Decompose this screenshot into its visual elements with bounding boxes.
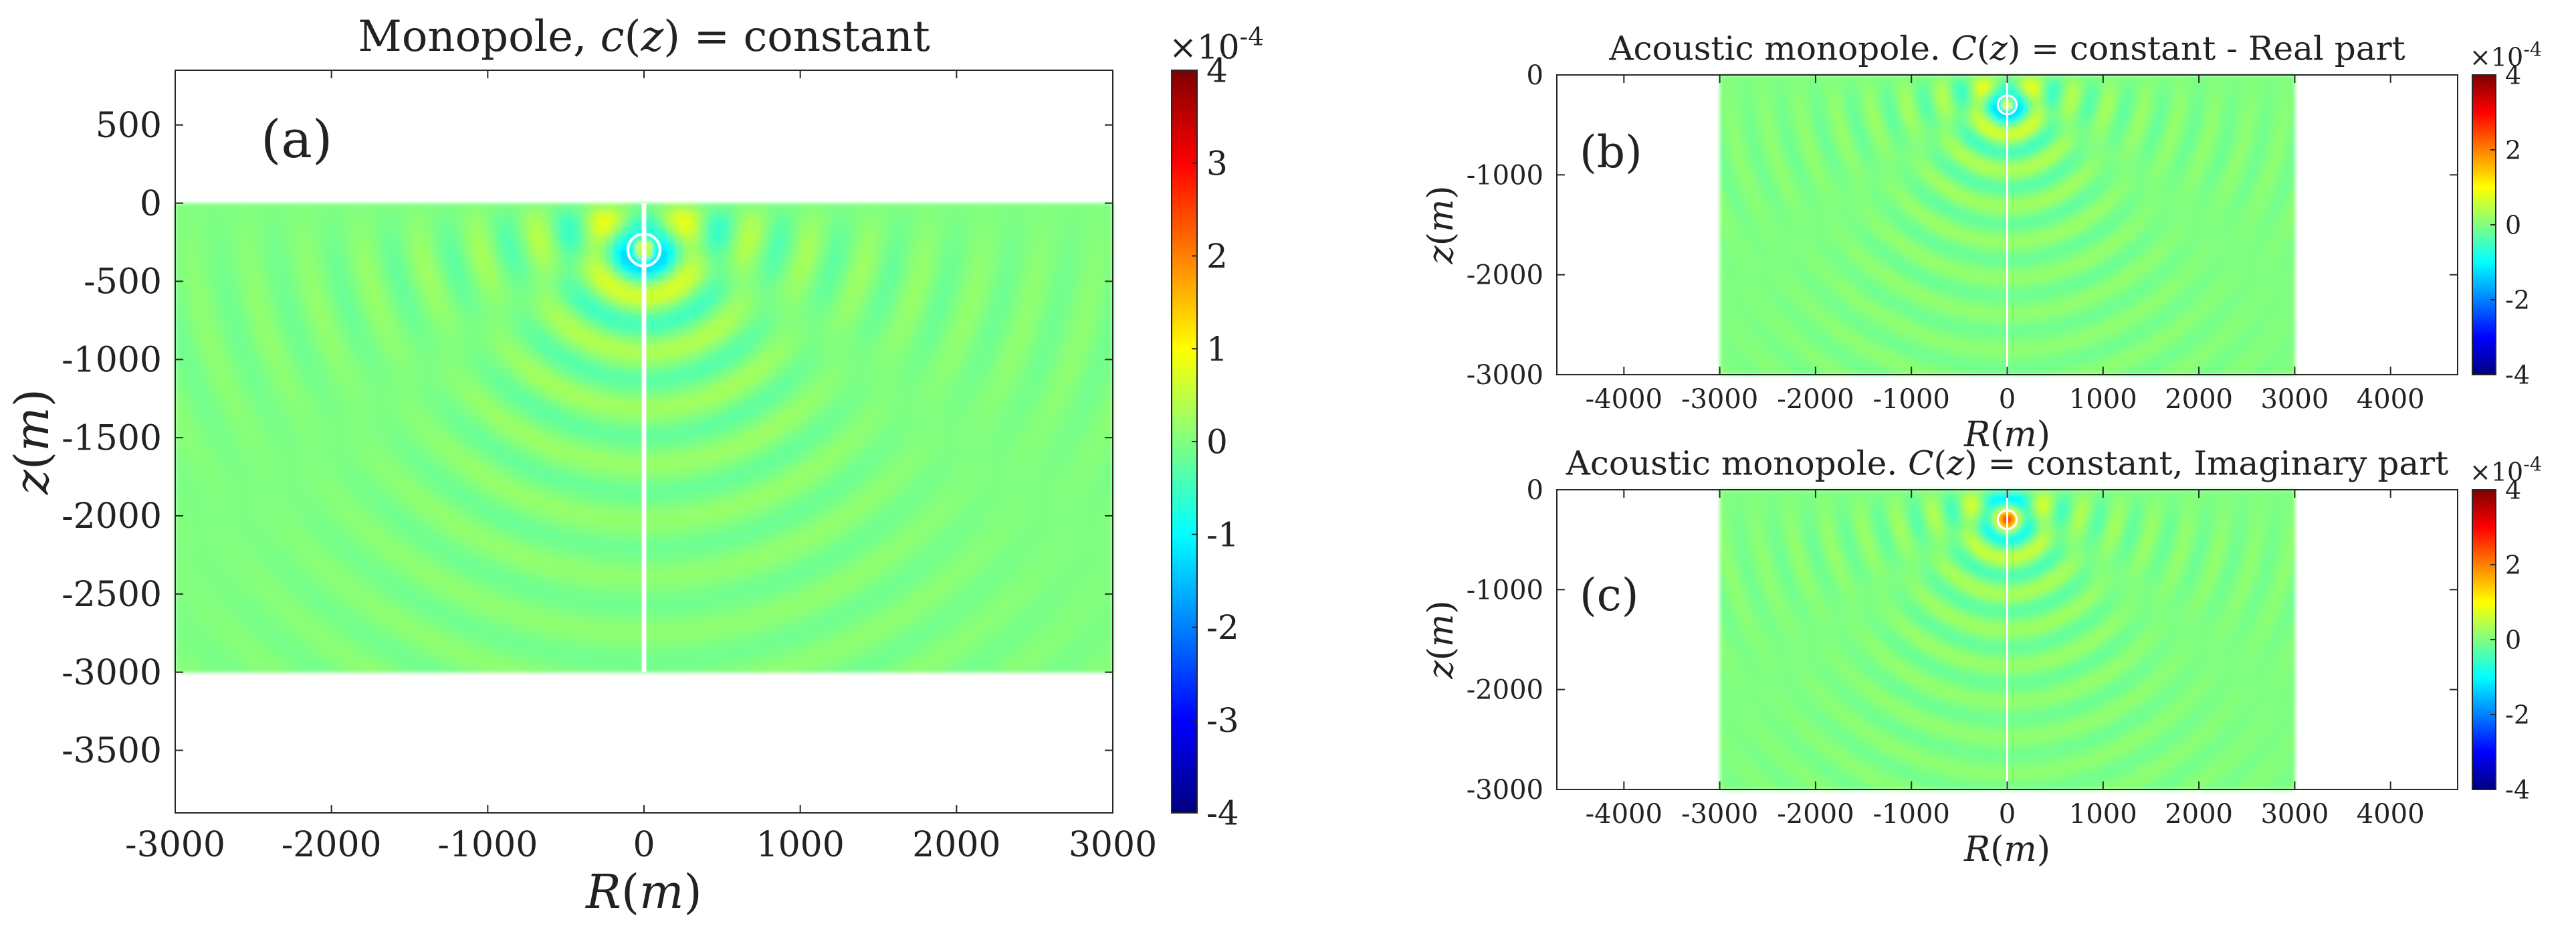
colorbar-tick-label: 2 xyxy=(2505,135,2521,165)
chart-title: Acoustic monopole. C(z) = constant, Imag… xyxy=(1566,444,2448,483)
x-tick-label: -3000 xyxy=(1681,799,1758,830)
y-tick-label: -3000 xyxy=(1467,775,1543,806)
y-tick-label: 0 xyxy=(1527,475,1543,506)
colorbar-tick-label: -4 xyxy=(2505,360,2530,389)
colorbar-tick-label: 2 xyxy=(2505,550,2521,579)
x-tick-label: 3000 xyxy=(1069,825,1157,865)
panel-b: -4000 -3000 -2000 -1000 0 1000 2000 3000 4000 0 -1… xyxy=(1421,29,2542,456)
y-tick-label: -1000 xyxy=(1467,160,1543,191)
panel-label: (c) xyxy=(1580,569,1638,621)
y-tick-label: -1500 xyxy=(62,418,162,458)
panel-label: (b) xyxy=(1580,126,1642,178)
y-tick-label: 0 xyxy=(140,184,162,224)
x-tick-label: -1000 xyxy=(1873,384,1950,415)
y-tick-label: 0 xyxy=(1527,60,1543,91)
colorbar-tick-label: -1 xyxy=(1206,515,1239,554)
panel-c: -4000 -3000 -2000 -1000 0 1000 2000 3000 4000 0 -1… xyxy=(1421,444,2542,870)
colorbar-tick-label: 0 xyxy=(2505,625,2521,654)
x-tick-label: -4000 xyxy=(1586,799,1662,830)
x-tick-label: 1000 xyxy=(2069,384,2137,415)
x-tick-label: 4000 xyxy=(2357,799,2425,830)
figure: -3000 -2000 -1000 0 1000 2000 30005000-500-100… xyxy=(0,0,2576,940)
y-axis-label: z(m) xyxy=(5,389,60,495)
y-tick-label: -2000 xyxy=(62,496,162,537)
colorbar-tick-label: -2 xyxy=(2505,700,2530,729)
y-tick-label: -3000 xyxy=(62,653,162,693)
y-tick-label: -3500 xyxy=(62,731,162,771)
colorbar-exponent: ×10-4 xyxy=(2470,39,2542,72)
colorbar-tick-label: -4 xyxy=(1206,794,1239,833)
y-axis-label: z(m) xyxy=(1421,185,1461,264)
x-tick-label: 3000 xyxy=(2260,384,2329,415)
x-axis-label: R(m) xyxy=(584,864,702,919)
y-tick-label: -1000 xyxy=(62,341,162,381)
x-tick-label: -3000 xyxy=(125,825,225,865)
x-tick-label: 0 xyxy=(1999,799,2016,830)
y-axis-label: z(m) xyxy=(1421,600,1461,679)
x-axis-label: R(m) xyxy=(1963,830,2050,870)
colorbar-exponent: ×10-4 xyxy=(2470,454,2542,487)
x-tick-label: -1000 xyxy=(1873,799,1950,830)
colorbar-exponent: ×10-4 xyxy=(1169,22,1264,67)
x-tick-label: 3000 xyxy=(2260,799,2329,830)
panel-label: (a) xyxy=(261,110,332,170)
colorbar-tick-label: 2 xyxy=(1206,237,1228,276)
colorbar-tick-label: -4 xyxy=(2505,775,2530,804)
colorbar-tick-label: 1 xyxy=(1206,330,1228,369)
x-tick-label: -2000 xyxy=(1777,799,1854,830)
colorbar-tick-label: 3 xyxy=(1206,144,1228,183)
x-tick-label: 0 xyxy=(633,825,655,865)
x-tick-label: 2000 xyxy=(2165,384,2233,415)
x-tick-label: -1000 xyxy=(437,825,538,865)
chart-title: Monopole, c(z) = constant xyxy=(358,12,930,62)
panel-a: -3000 -2000 -1000 0 1000 2000 3000 500 0 -500 -100… xyxy=(5,12,1264,919)
x-tick-label: -4000 xyxy=(1586,384,1662,415)
x-tick-label: 2000 xyxy=(2165,799,2233,830)
colorbar-tick-label: -3 xyxy=(1206,701,1239,740)
colorbar-tick-label: 0 xyxy=(1206,423,1228,462)
y-tick-label: -2000 xyxy=(1467,675,1543,706)
y-tick-label: -2500 xyxy=(62,575,162,615)
colorbar-tick-label: -2 xyxy=(1206,608,1239,647)
y-tick-label: -2000 xyxy=(1467,260,1543,291)
x-tick-label: -3000 xyxy=(1681,384,1758,415)
x-tick-label: 0 xyxy=(1999,384,2016,415)
x-tick-label: 1000 xyxy=(2069,799,2137,830)
y-tick-label: -500 xyxy=(84,262,162,302)
x-tick-label: 4000 xyxy=(2357,384,2425,415)
colorbar-tick-label: 0 xyxy=(2505,210,2521,240)
y-tick-label: -1000 xyxy=(1467,575,1543,605)
colorbar-tick-label: -2 xyxy=(2505,285,2530,314)
x-tick-label: -2000 xyxy=(282,825,382,865)
y-tick-label: -3000 xyxy=(1467,360,1543,391)
chart-title: Acoustic monopole. C(z) = constant - Rea… xyxy=(1608,29,2405,68)
x-tick-label: 1000 xyxy=(756,825,844,865)
x-tick-label: 2000 xyxy=(912,825,1000,865)
x-tick-label: -2000 xyxy=(1777,384,1854,415)
y-tick-label: 500 xyxy=(96,106,162,146)
